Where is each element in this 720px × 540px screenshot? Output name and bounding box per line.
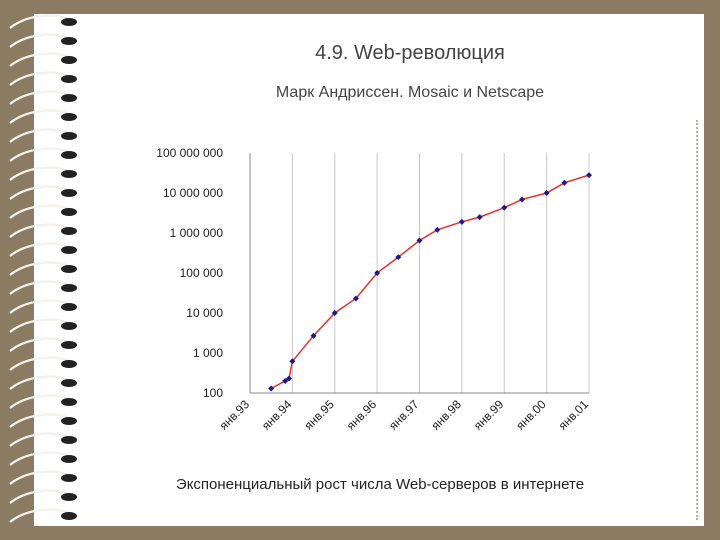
data-point bbox=[285, 375, 292, 382]
data-point bbox=[519, 196, 526, 203]
spiral-hole bbox=[61, 227, 77, 235]
spiral-ring bbox=[9, 128, 71, 143]
x-tick-label: янв.98 bbox=[429, 397, 465, 433]
y-tick-label: 100 000 bbox=[180, 266, 224, 280]
spiral-hole bbox=[61, 94, 77, 102]
spiral-hole bbox=[61, 18, 77, 26]
x-tick-label: янв.96 bbox=[344, 397, 380, 433]
spiral-hole bbox=[61, 512, 77, 520]
spiral-ring bbox=[9, 166, 71, 181]
data-point bbox=[416, 237, 423, 244]
spiral-hole bbox=[61, 56, 77, 64]
y-tick-label: 1 000 bbox=[193, 346, 223, 360]
data-point bbox=[458, 218, 465, 225]
spiral-hole bbox=[61, 284, 77, 292]
x-tick-label: янв.95 bbox=[301, 397, 337, 433]
data-point bbox=[586, 172, 592, 179]
spiral-ring bbox=[9, 337, 71, 352]
spiral-ring bbox=[9, 90, 71, 105]
spiral-ring bbox=[9, 489, 71, 504]
series-line bbox=[270, 174, 590, 390]
y-tick-label: 1 000 000 bbox=[170, 226, 224, 240]
data-point bbox=[374, 270, 381, 276]
spiral-hole bbox=[61, 455, 77, 463]
spiral-ring bbox=[9, 394, 71, 409]
y-tick-label: 100 bbox=[203, 386, 223, 400]
spiral-ring bbox=[9, 508, 71, 523]
spiral-ring bbox=[9, 204, 71, 219]
spiral-hole bbox=[61, 208, 77, 216]
x-tick-label: янв.97 bbox=[386, 397, 422, 433]
data-point bbox=[561, 179, 568, 186]
data-point bbox=[282, 377, 289, 384]
spiral-hole bbox=[61, 132, 77, 140]
spiral-ring bbox=[9, 185, 71, 200]
spiral-hole bbox=[61, 360, 77, 368]
y-tick-label: 100 000 000 bbox=[156, 146, 223, 160]
spiral-hole bbox=[61, 113, 77, 121]
spiral-ring bbox=[9, 242, 71, 257]
spiral-hole bbox=[61, 151, 77, 159]
spiral-hole bbox=[61, 75, 77, 83]
data-point bbox=[331, 310, 338, 316]
data-point bbox=[289, 358, 296, 365]
x-tick-label: янв.00 bbox=[513, 397, 549, 433]
spiral-ring bbox=[9, 318, 71, 333]
data-point bbox=[543, 190, 550, 196]
spiral-hole bbox=[61, 493, 77, 501]
spiral-hole bbox=[61, 322, 77, 330]
x-tick-label: янв.99 bbox=[471, 397, 507, 433]
spiral-ring bbox=[9, 261, 71, 276]
data-point bbox=[476, 214, 483, 221]
x-tick-label: янв.01 bbox=[556, 397, 592, 433]
data-point bbox=[395, 254, 402, 261]
spiral-hole bbox=[61, 265, 77, 273]
spiral-ring bbox=[9, 71, 71, 86]
page-subtitle: Марк Андриссен. Mosaic и Netscape bbox=[275, 84, 545, 101]
y-tick-label: 10 000 bbox=[186, 306, 223, 320]
spiral-hole bbox=[61, 341, 77, 349]
spiral-hole bbox=[61, 303, 77, 311]
spiral-hole bbox=[61, 170, 77, 178]
spiral-hole bbox=[61, 189, 77, 197]
spiral-ring bbox=[9, 451, 71, 466]
spiral-hole bbox=[61, 398, 77, 406]
spiral-ring bbox=[9, 14, 71, 29]
spiral-binding-icon bbox=[9, 14, 77, 523]
chart-caption: Экспоненциальный рост числа Web-серверов… bbox=[175, 476, 585, 493]
spiral-ring bbox=[9, 223, 71, 238]
spiral-hole bbox=[61, 436, 77, 444]
spiral-hole bbox=[61, 37, 77, 45]
data-point bbox=[501, 204, 508, 211]
data-point bbox=[352, 295, 359, 302]
x-tick-label: янв.93 bbox=[217, 397, 253, 433]
data-point bbox=[310, 332, 317, 339]
spiral-ring bbox=[9, 33, 71, 48]
page-title: 4.9. Web-революция bbox=[315, 42, 505, 64]
spiral-ring bbox=[9, 109, 71, 124]
spiral-hole bbox=[61, 246, 77, 254]
x-tick-label: янв.94 bbox=[259, 397, 295, 433]
spiral-ring bbox=[9, 280, 71, 295]
spiral-ring bbox=[9, 52, 71, 67]
slide-edge-decoration bbox=[696, 120, 702, 520]
data-point bbox=[268, 385, 275, 392]
spiral-ring bbox=[9, 147, 71, 162]
spiral-hole bbox=[61, 417, 77, 425]
spiral-ring bbox=[9, 356, 71, 371]
slide-panel bbox=[34, 14, 704, 526]
spiral-ring bbox=[9, 375, 71, 390]
spiral-hole bbox=[61, 379, 77, 387]
data-point bbox=[434, 226, 441, 233]
spiral-hole bbox=[61, 474, 77, 482]
spiral-ring bbox=[9, 432, 71, 447]
spiral-ring bbox=[9, 299, 71, 314]
spiral-ring bbox=[9, 413, 71, 428]
spiral-ring bbox=[9, 470, 71, 485]
y-tick-label: 10 000 000 bbox=[163, 186, 223, 200]
